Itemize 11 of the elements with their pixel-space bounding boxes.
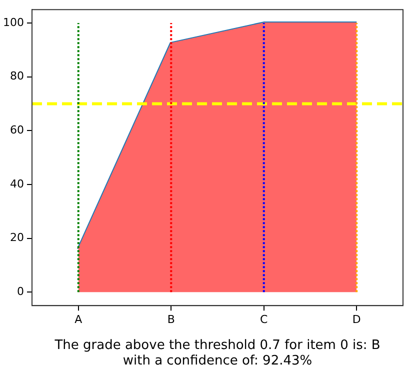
x-tick-label: B [167, 313, 175, 326]
y-tick-label: 80 [10, 70, 24, 83]
y-tick-label: 0 [16, 285, 24, 298]
x-tick-label: A [74, 313, 83, 326]
x-tick-label: C [260, 313, 268, 326]
y-tick-label: 60 [10, 124, 24, 137]
x-axis-title: The grade above the threshold 0.7 for item 0 is: B with a confidence of: 92.43% [54, 338, 380, 369]
x-tick-label: D [352, 313, 361, 326]
y-tick-label: 100 [2, 16, 24, 29]
y-tick-label: 40 [10, 177, 24, 190]
y-tick-label: 20 [10, 231, 24, 244]
